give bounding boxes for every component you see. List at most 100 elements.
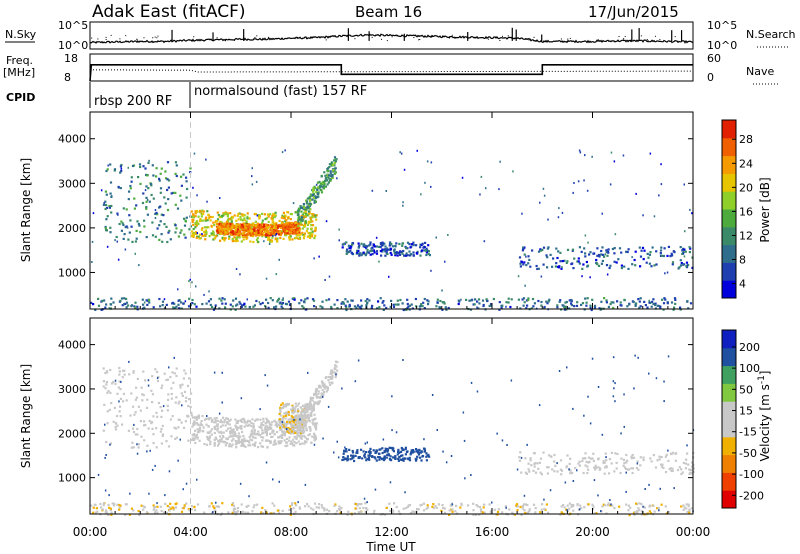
scatter-point [314,438,317,441]
scatter-point [642,214,644,217]
scatter-point [209,219,212,222]
scatter-point [313,434,316,437]
scatter-point [225,429,228,432]
scatter-point [291,409,294,412]
scatter-point [169,507,172,510]
scatter-point [194,226,197,229]
scatter-point [601,212,603,215]
scatter-point [146,198,149,201]
scatter-point [529,457,532,460]
scatter-point [166,188,169,192]
scatter-point [392,450,395,453]
scatter-point [315,388,318,391]
scatter-point [92,303,95,306]
scatter-point [265,224,268,227]
scatter-point [194,210,197,213]
scatter-point [543,307,546,310]
scatter-point [117,213,119,216]
scatter-point [219,239,222,242]
scatter-point [576,260,579,263]
scatter-point [322,184,325,187]
scatter-point [309,199,312,202]
noise-search-point [627,40,629,42]
scatter-point [119,187,122,190]
scatter-point [423,450,426,453]
scatter-point [302,419,306,422]
scatter-point [105,229,108,232]
scatter-point [671,469,674,473]
noise-search-point [454,37,456,39]
scatter-point [97,473,100,476]
scatter-point [288,232,291,235]
scatter-point [566,509,568,512]
scatter-point [570,503,573,507]
scatter-point [386,450,389,453]
scatter-point [265,233,268,236]
scatter-point [177,418,180,421]
scatter-point [297,440,300,443]
scatter-point [375,252,379,255]
scatter-point [108,206,111,209]
scatter-point [242,213,245,216]
scatter-point [587,461,590,464]
scatter-point [179,438,181,441]
scatter-point [313,502,317,505]
scatter-point [152,442,155,445]
scatter-point [669,467,672,470]
scatter-point [507,301,510,304]
colorbar-tick-label: 8 [739,254,746,267]
scatter-point [258,301,261,304]
scatter-point [160,233,163,236]
scatter-point [166,504,169,508]
scatter-point [524,511,527,515]
scatter-point [307,206,310,209]
scatter-point [287,216,290,220]
scatter-point [444,511,447,514]
scatter-point [352,456,355,459]
scatter-point [559,299,562,302]
scatter-point [133,305,136,308]
noise-search-point [391,36,393,38]
scatter-point [118,400,120,403]
scatter-point [600,300,603,303]
scatter-point [254,419,257,422]
scatter-point [192,186,194,189]
scatter-point [266,226,269,229]
scatter-point [134,240,137,243]
scatter-point [363,454,366,457]
scatter-point [115,235,118,239]
scatter-point [357,242,360,245]
scatter-point [654,302,657,305]
scatter-point [284,405,287,408]
scatter-point [377,456,380,459]
scatter-point [363,243,366,246]
scatter-point [286,402,289,405]
scatter-point [304,220,307,223]
scatter-point [311,220,314,223]
scatter-point [109,391,112,394]
scatter-point [272,231,276,234]
scatter-point [262,223,265,226]
scatter-point [166,378,169,381]
scatter-point [130,392,133,395]
scatter-point [214,304,217,307]
scatter-point [534,471,538,474]
scatter-point [293,435,296,438]
scatter-point [244,233,247,236]
scatter-point [116,240,118,243]
scatter-point [276,227,279,230]
scatter-point [639,305,642,308]
scatter-point [219,435,222,438]
scatter-point [105,381,108,384]
scatter-point [231,511,234,514]
scatter-point [285,437,288,440]
scatter-point [322,393,325,396]
scatter-point [450,455,453,457]
noise-right-label: N.Search [746,28,796,41]
scatter-point [207,425,210,428]
scatter-point [626,250,629,254]
scatter-point [209,216,212,219]
scatter-point [160,427,163,431]
scatter-point [242,235,245,239]
noise-search-point [654,35,656,37]
